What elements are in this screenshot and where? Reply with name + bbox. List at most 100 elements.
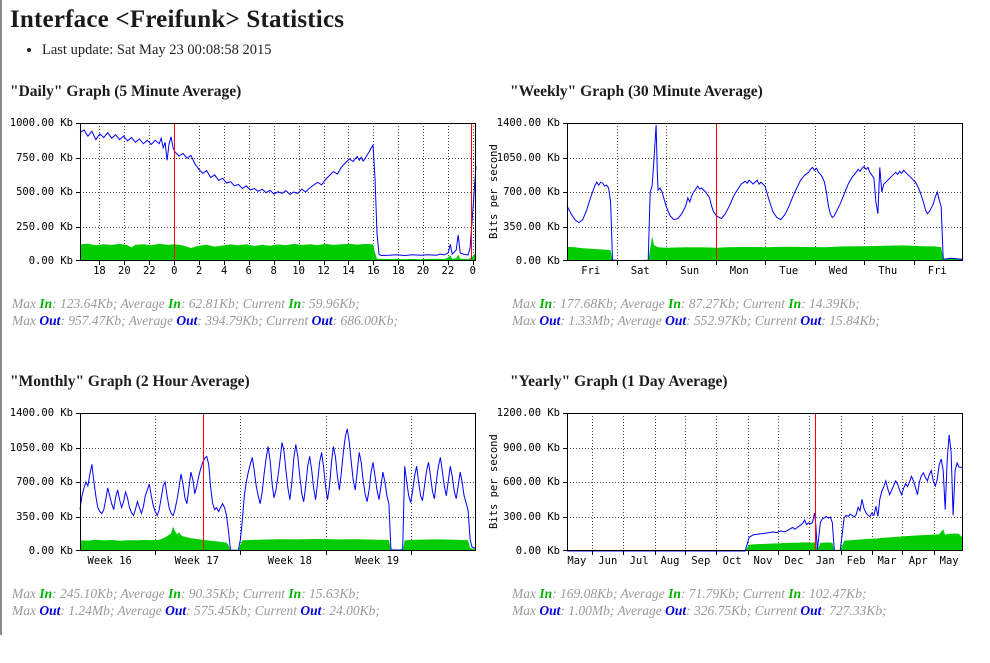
stat-label: Current xyxy=(254,603,301,618)
x-axis-label: Dec xyxy=(784,555,804,567)
stat-label: Max xyxy=(512,313,540,328)
stats-yearly: Max In: 169.08Kb; Average In: 71.79Kb; C… xyxy=(487,585,990,619)
y-axis-label: 300.00 Kb xyxy=(503,510,560,523)
x-axis-label: Jan xyxy=(815,555,835,567)
stat-value: : 1.33Mb; xyxy=(560,313,618,328)
x-axis-label: 0 xyxy=(469,265,476,277)
stat-value: : 727.33Kb; xyxy=(821,603,887,618)
x-axis-label: Jun xyxy=(598,555,618,567)
stat-label: Max xyxy=(512,603,540,618)
out-traffic-line xyxy=(79,428,477,551)
y-axis-label: 700.00 Kb xyxy=(503,186,560,198)
x-axis-label: Sat xyxy=(630,265,650,277)
out-label: Out xyxy=(800,603,822,618)
y-axis-label: 0.00 Kb xyxy=(515,255,560,267)
graph-section-monthly: "Monthly" Graph (2 Hour Average) 1400.00… xyxy=(10,373,485,619)
stat-label: Average xyxy=(617,603,666,618)
stats-line-out: Max Out: 957.47Kb; Average Out: 394.79Kb… xyxy=(12,312,485,329)
in-label: In xyxy=(168,296,181,311)
stat-value: : 1.24Mb; xyxy=(60,603,118,618)
graph-heading-monthly: "Monthly" Graph (2 Hour Average) xyxy=(10,373,250,390)
stat-value: : 14.39Kb; xyxy=(801,296,860,311)
x-axis-label: Wed xyxy=(828,265,848,277)
stat-label: Max xyxy=(12,603,40,618)
graphs-grid: "Daily" Graph (5 Minute Average) 1000.00… xyxy=(10,83,990,663)
x-axis-label: Aug xyxy=(660,555,680,567)
stat-label: Average xyxy=(617,313,666,328)
x-axis-label: 22 xyxy=(441,265,455,277)
page-title: Interface <Freifunk> Statistics xyxy=(10,6,345,33)
stat-label: Average xyxy=(620,586,669,601)
stat-label: Current xyxy=(742,296,789,311)
in-label: In xyxy=(788,296,802,311)
stat-value: : 1.00Mb; xyxy=(560,603,618,618)
in-label: In xyxy=(39,586,53,601)
stat-label: Average xyxy=(120,296,169,311)
stats-line-out: Max Out: 1.33Mb; Average Out: 552.97Kb; … xyxy=(512,312,990,329)
x-axis-label: Fri xyxy=(581,265,601,277)
stat-value: : 245.10Kb; xyxy=(52,586,121,601)
x-axis-label: 18 xyxy=(93,265,106,277)
out-label: Out xyxy=(665,603,687,618)
stat-label: Average xyxy=(117,603,166,618)
stat-value: : 87.27Kb; xyxy=(680,296,743,311)
x-axis-label: Sun xyxy=(680,265,700,277)
x-axis-label: Mon xyxy=(729,265,749,277)
in-label: In xyxy=(788,586,802,601)
out-traffic-line xyxy=(567,434,964,552)
y-axis-title: Bits per second xyxy=(488,144,500,240)
in-label: In xyxy=(668,296,681,311)
x-axis-label: 12 xyxy=(317,265,330,277)
y-axis-labels: 1400.00 Kb 1050.00 Kb 700.00 Kb 350.00 Kb 0.… xyxy=(497,117,567,279)
x-axis-label: 4 xyxy=(220,265,228,277)
stat-label: Max xyxy=(12,313,40,328)
graph-svg xyxy=(76,123,477,265)
x-axis-label: 2 xyxy=(196,265,203,277)
out-label: Out xyxy=(800,313,822,328)
stats-line-out: Max Out: 1.24Mb; Average Out: 575.45Kb; … xyxy=(12,602,485,619)
x-axis-label: 18 xyxy=(392,265,405,277)
in-traffic-area xyxy=(567,529,963,551)
stat-value: : 71.79Kb; xyxy=(680,586,743,601)
in-label: In xyxy=(168,586,181,601)
x-axis-label: 8 xyxy=(270,265,277,277)
stat-value: : 552.97Kb; xyxy=(686,313,755,328)
y-axis-label: 750.00 Kb xyxy=(16,151,73,164)
y-axis-label: 1050.00 Kb xyxy=(9,441,73,454)
y-axis-label: 250.00 Kb xyxy=(16,220,73,233)
out-label: Out xyxy=(539,603,561,618)
stat-label: Average xyxy=(620,296,669,311)
graph-svg xyxy=(563,123,964,265)
graph-heading-weekly: "Weekly" Graph (30 Minute Average) xyxy=(510,83,763,100)
stat-value: : 169.08Kb; xyxy=(552,586,621,601)
out-label: Out xyxy=(176,313,198,328)
x-axis-label: May xyxy=(567,555,587,567)
in-label: In xyxy=(39,296,53,311)
x-axis-label: Nov xyxy=(753,555,773,567)
y-axis-label: 0.00 Kb xyxy=(515,545,560,557)
x-axis-label: 20 xyxy=(416,265,430,277)
graph-heading-daily: "Daily" Graph (5 Minute Average) xyxy=(10,83,242,100)
stat-label: Current xyxy=(742,586,789,601)
in-label: In xyxy=(288,586,302,601)
stat-label: Max xyxy=(512,586,540,601)
stat-label: Max xyxy=(12,296,40,311)
x-axis-label: 20 xyxy=(118,265,131,277)
stat-value: : 90.35Kb; xyxy=(180,586,243,601)
stat-label: Current xyxy=(754,313,801,328)
x-axis-label: Jul xyxy=(629,555,649,567)
x-axis-label: 6 xyxy=(245,265,252,277)
x-axis-label: Week 18 xyxy=(267,555,313,567)
in-traffic-area xyxy=(80,243,476,261)
stat-value: : 957.47Kb; xyxy=(60,313,129,328)
graph-section-daily: "Daily" Graph (5 Minute Average) 1000.00… xyxy=(10,83,485,329)
y-axis-labels: 1400.00 Kb 1050.00 Kb 700.00 Kb 350.00 Kb 0.… xyxy=(9,407,80,569)
y-axis-label: 700.00 Kb xyxy=(16,476,73,488)
stat-value: : 59.96Kb; xyxy=(301,296,360,311)
plot-area: Fri Sat Sun Mon Tue Wed Thu Fri xyxy=(563,123,964,281)
stat-label: Max xyxy=(12,586,40,601)
out-label: Out xyxy=(165,603,187,618)
out-traffic-line xyxy=(79,129,477,257)
y-axis-label: 1000.00 Kb xyxy=(9,117,73,129)
x-axis-label: Thu xyxy=(878,265,898,277)
